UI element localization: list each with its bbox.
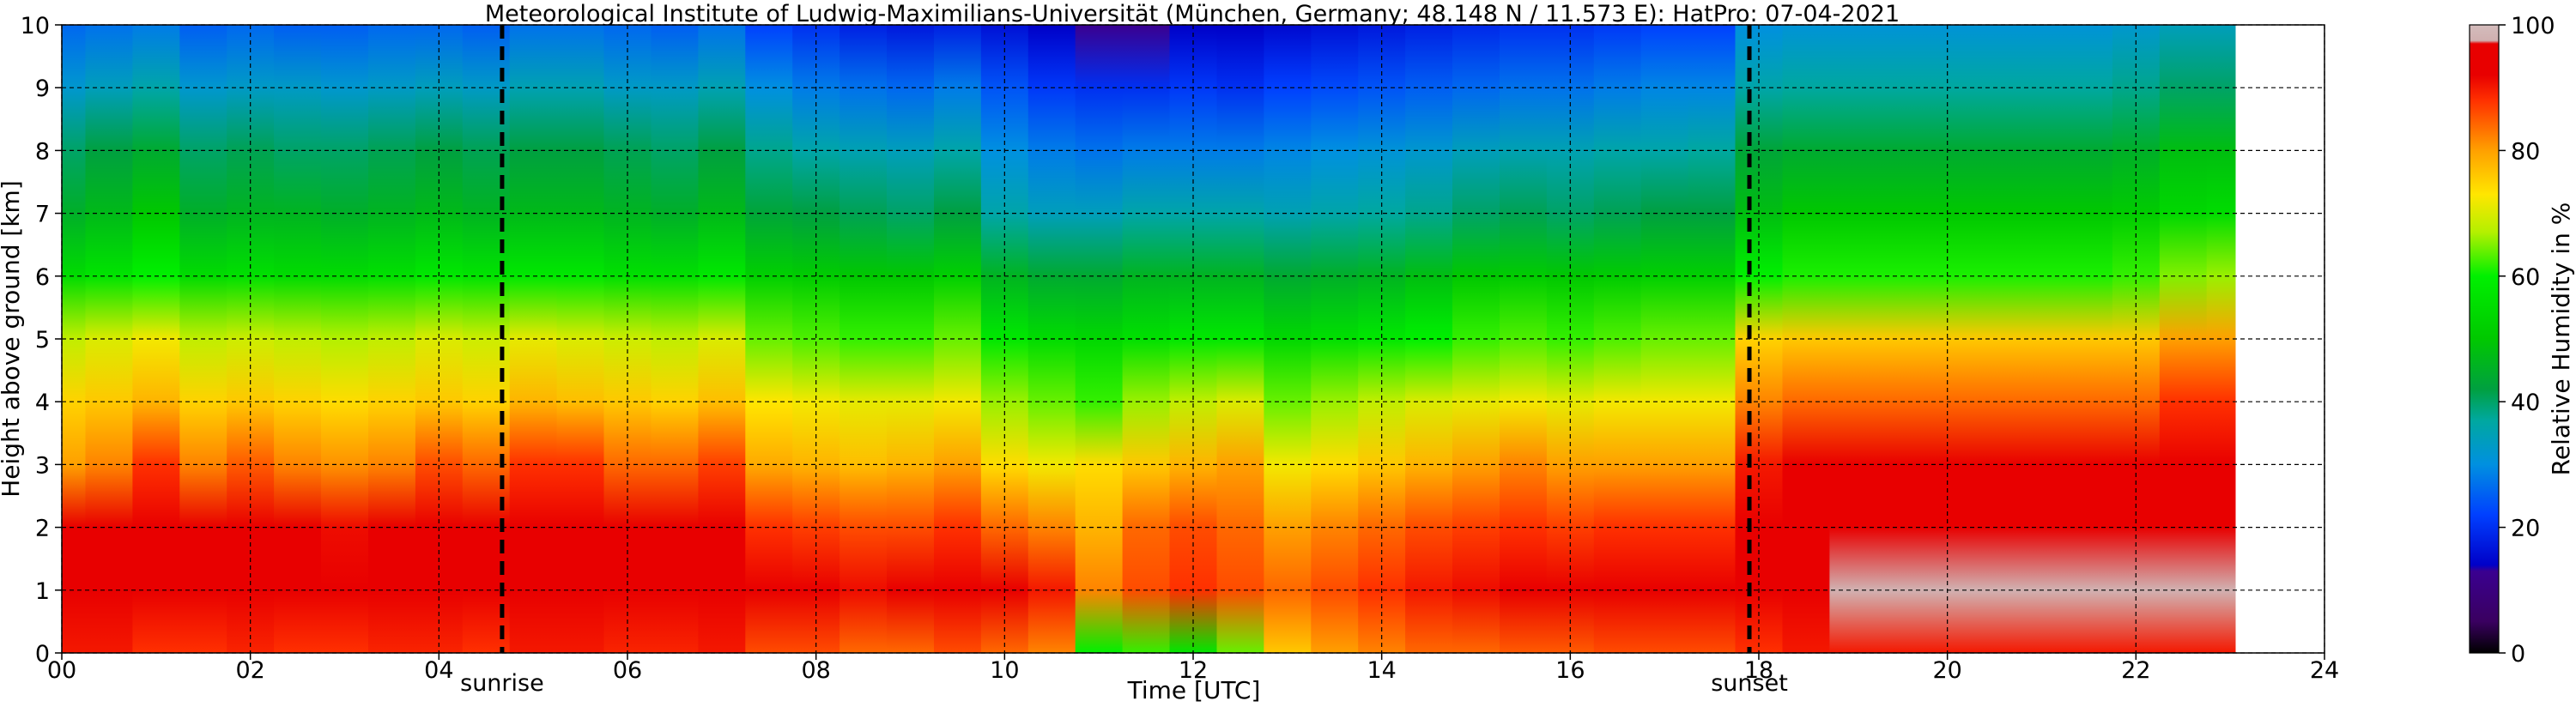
heatmap-column — [1311, 25, 1359, 653]
y-tick-label: 5 — [35, 327, 50, 354]
x-tick-label: 18 — [1744, 657, 1773, 684]
heatmap-column — [887, 25, 935, 653]
y-tick-label: 9 — [35, 76, 50, 102]
marker-label-sunset: sunset — [1711, 670, 1788, 697]
colorbar-tick-label: 100 — [2511, 13, 2555, 39]
x-tick-label: 14 — [1367, 657, 1396, 684]
x-tick-label: 16 — [1555, 657, 1585, 684]
x-axis-ticks: 00 02 04 06 08 10 12 14 16 18 20 22 24 — [47, 653, 2339, 684]
y-axis-label: Height above ground [km] — [0, 180, 25, 498]
marker-label-sunrise: sunrise — [460, 670, 544, 697]
heatmap-column — [839, 25, 888, 653]
x-tick-label: 12 — [1179, 657, 1208, 684]
y-tick-label: 7 — [35, 202, 50, 228]
colorbar-label: Relative Humidity in % — [2547, 202, 2575, 476]
heatmap-column — [368, 25, 416, 653]
heatmap-column — [2159, 25, 2208, 653]
colorbar-tick-label: 20 — [2511, 516, 2540, 542]
y-axis-ticks: 0 1 2 3 4 5 6 7 8 9 10 — [21, 13, 62, 668]
colorbar-tick-label: 60 — [2511, 264, 2540, 291]
heatmap-column — [321, 25, 369, 653]
y-tick-label: 10 — [21, 13, 50, 39]
heatmap-column — [1782, 25, 1831, 653]
colorbar-tick-label: 80 — [2511, 138, 2540, 165]
heatmap-column — [1829, 25, 1878, 653]
y-tick-label: 4 — [35, 390, 50, 416]
sun-event-markers: sunrise sunset — [460, 25, 1788, 697]
y-tick-label: 6 — [35, 264, 50, 291]
x-tick-label: 04 — [424, 657, 453, 684]
colorbar-tick-label: 40 — [2511, 390, 2540, 416]
chart-title: Meteorological Institute of Ludwig-Maxim… — [485, 1, 1900, 27]
x-tick-label: 24 — [2310, 657, 2339, 684]
heatmap-column — [1264, 25, 1312, 653]
x-tick-label: 08 — [801, 657, 830, 684]
colorbar-scale — [2469, 24, 2500, 654]
x-axis-label: Time [UTC] — [1127, 676, 1261, 704]
x-tick-label: 06 — [613, 657, 642, 684]
x-tick-label: 22 — [2121, 657, 2150, 684]
y-tick-label: 2 — [35, 516, 50, 542]
colorbar-tick-label: 0 — [2511, 641, 2525, 668]
colorbar: 0 20 40 60 80 100 — [2469, 13, 2555, 668]
y-tick-label: 3 — [35, 452, 50, 479]
y-tick-label: 1 — [35, 578, 50, 605]
y-tick-label: 8 — [35, 138, 50, 165]
x-tick-label: 20 — [1932, 657, 1961, 684]
x-tick-label: 02 — [235, 657, 264, 684]
x-tick-label: 00 — [47, 657, 76, 684]
y-tick-label: 0 — [35, 641, 50, 668]
x-tick-label: 10 — [990, 657, 1019, 684]
